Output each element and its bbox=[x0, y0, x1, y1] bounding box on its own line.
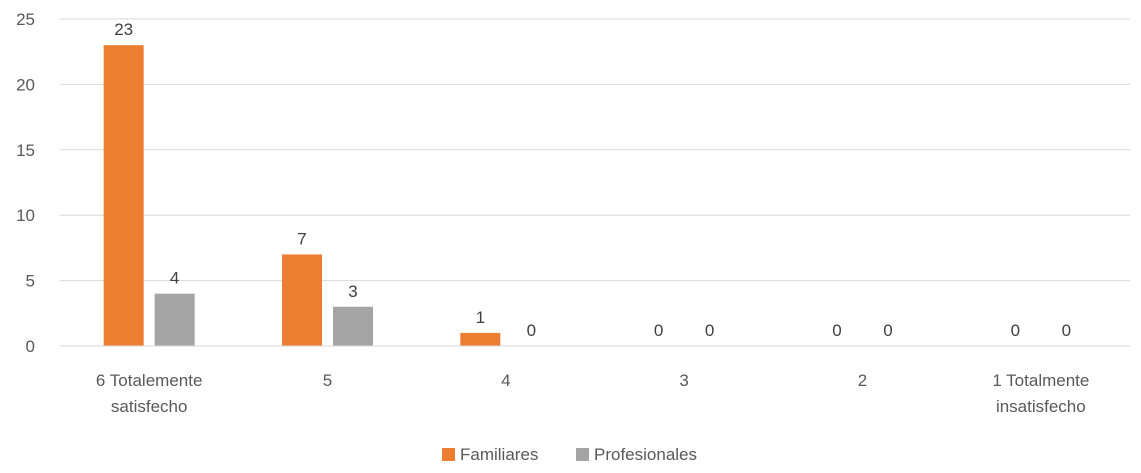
category-label: 4 bbox=[501, 371, 510, 390]
legend: Familiares Profesionales bbox=[442, 445, 697, 464]
y-tick-label: 25 bbox=[16, 10, 35, 29]
category-label-line: insatisfecho bbox=[996, 397, 1086, 416]
bar-familiares bbox=[282, 254, 322, 346]
y-tick-label: 5 bbox=[26, 272, 35, 291]
category-label-line: 1 Totalmente bbox=[992, 371, 1089, 390]
x-axis-categories: 6 Totalemente satisfecho 5 4 3 2 1 Totalmente i… bbox=[96, 371, 1089, 416]
data-label: 3 bbox=[348, 282, 357, 301]
category-label: 5 bbox=[323, 371, 332, 390]
data-label: 0 bbox=[705, 321, 714, 340]
legend-swatch-familiares bbox=[442, 448, 455, 461]
y-axis-ticks: 0 5 10 15 20 25 bbox=[16, 10, 35, 356]
y-tick-label: 0 bbox=[26, 337, 35, 356]
y-tick-label: 10 bbox=[16, 206, 35, 225]
data-label: 23 bbox=[114, 20, 133, 39]
category-label: 2 bbox=[858, 371, 867, 390]
y-tick-label: 15 bbox=[16, 141, 35, 160]
category-label-line: 5 bbox=[323, 371, 332, 390]
data-label: 1 bbox=[476, 308, 485, 327]
legend-swatch-profesionales bbox=[576, 448, 589, 461]
category-label-line: satisfecho bbox=[111, 397, 188, 416]
category-label-line: 2 bbox=[858, 371, 867, 390]
category-label-line: 6 Totalemente bbox=[96, 371, 202, 390]
legend-label: Familiares bbox=[460, 445, 538, 464]
bar-familiares bbox=[103, 45, 144, 346]
bar-profesionales bbox=[333, 306, 373, 346]
data-label: 0 bbox=[832, 321, 841, 340]
data-label: 0 bbox=[1011, 321, 1020, 340]
bar-familiares bbox=[460, 332, 501, 346]
legend-label: Profesionales bbox=[594, 445, 697, 464]
category-label: 3 bbox=[679, 371, 688, 390]
category-label: 6 Totalemente satisfecho bbox=[96, 371, 202, 416]
bars bbox=[103, 45, 501, 346]
data-label: 7 bbox=[297, 229, 306, 248]
gridlines bbox=[60, 18, 1130, 282]
y-tick-label: 20 bbox=[16, 75, 35, 94]
category-label-line: 4 bbox=[501, 371, 510, 390]
data-label: 0 bbox=[1062, 321, 1071, 340]
data-label: 4 bbox=[170, 269, 179, 288]
data-label: 0 bbox=[883, 321, 892, 340]
data-labels: 23 4 7 3 1 0 0 0 0 0 0 0 bbox=[114, 20, 1071, 340]
data-label: 0 bbox=[527, 321, 536, 340]
category-label: 1 Totalmente insatisfecho bbox=[992, 371, 1089, 416]
data-label: 0 bbox=[654, 321, 663, 340]
category-label-line: 3 bbox=[679, 371, 688, 390]
bar-profesionales bbox=[154, 293, 195, 346]
